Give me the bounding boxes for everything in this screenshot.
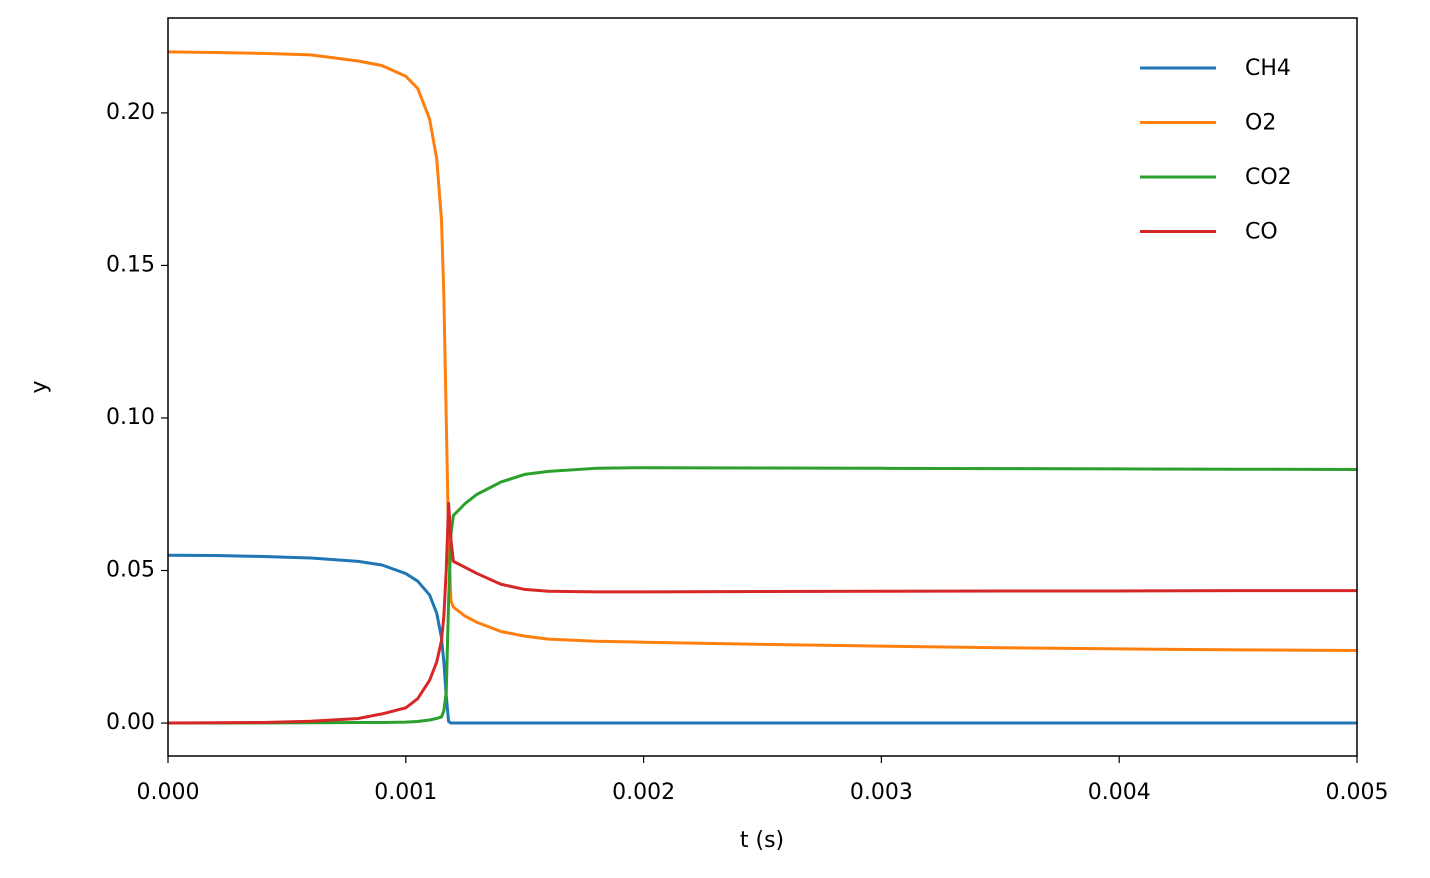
y-tick-label: 0.00 [106,710,155,735]
y-tick-label: 0.05 [106,558,155,583]
y-tick-label: 0.15 [106,252,155,277]
series-line [168,501,1357,725]
y-tick-label: 0.20 [106,100,155,125]
y-tick-label: 0.10 [106,405,155,430]
legend-label: O2 [1245,111,1276,136]
series-line [168,466,1357,725]
legend-label: CO2 [1245,165,1292,190]
plot-frame [167,17,1358,757]
x-tick-label: 0.002 [612,780,675,805]
legend-label: CH4 [1245,56,1291,81]
x-tick-label: 0.000 [137,780,200,805]
x-tick-label: 0.004 [1088,780,1151,805]
x-tick-label: 0.001 [374,780,437,805]
x-tick-label: 0.003 [850,780,913,805]
series-line [168,553,1357,725]
legend-label: CO [1245,220,1278,245]
x-axis-label: t (s) [740,828,784,853]
series-line [168,50,1357,652]
y-axis-label: y [27,380,52,393]
x-tick-label: 0.005 [1326,780,1389,805]
